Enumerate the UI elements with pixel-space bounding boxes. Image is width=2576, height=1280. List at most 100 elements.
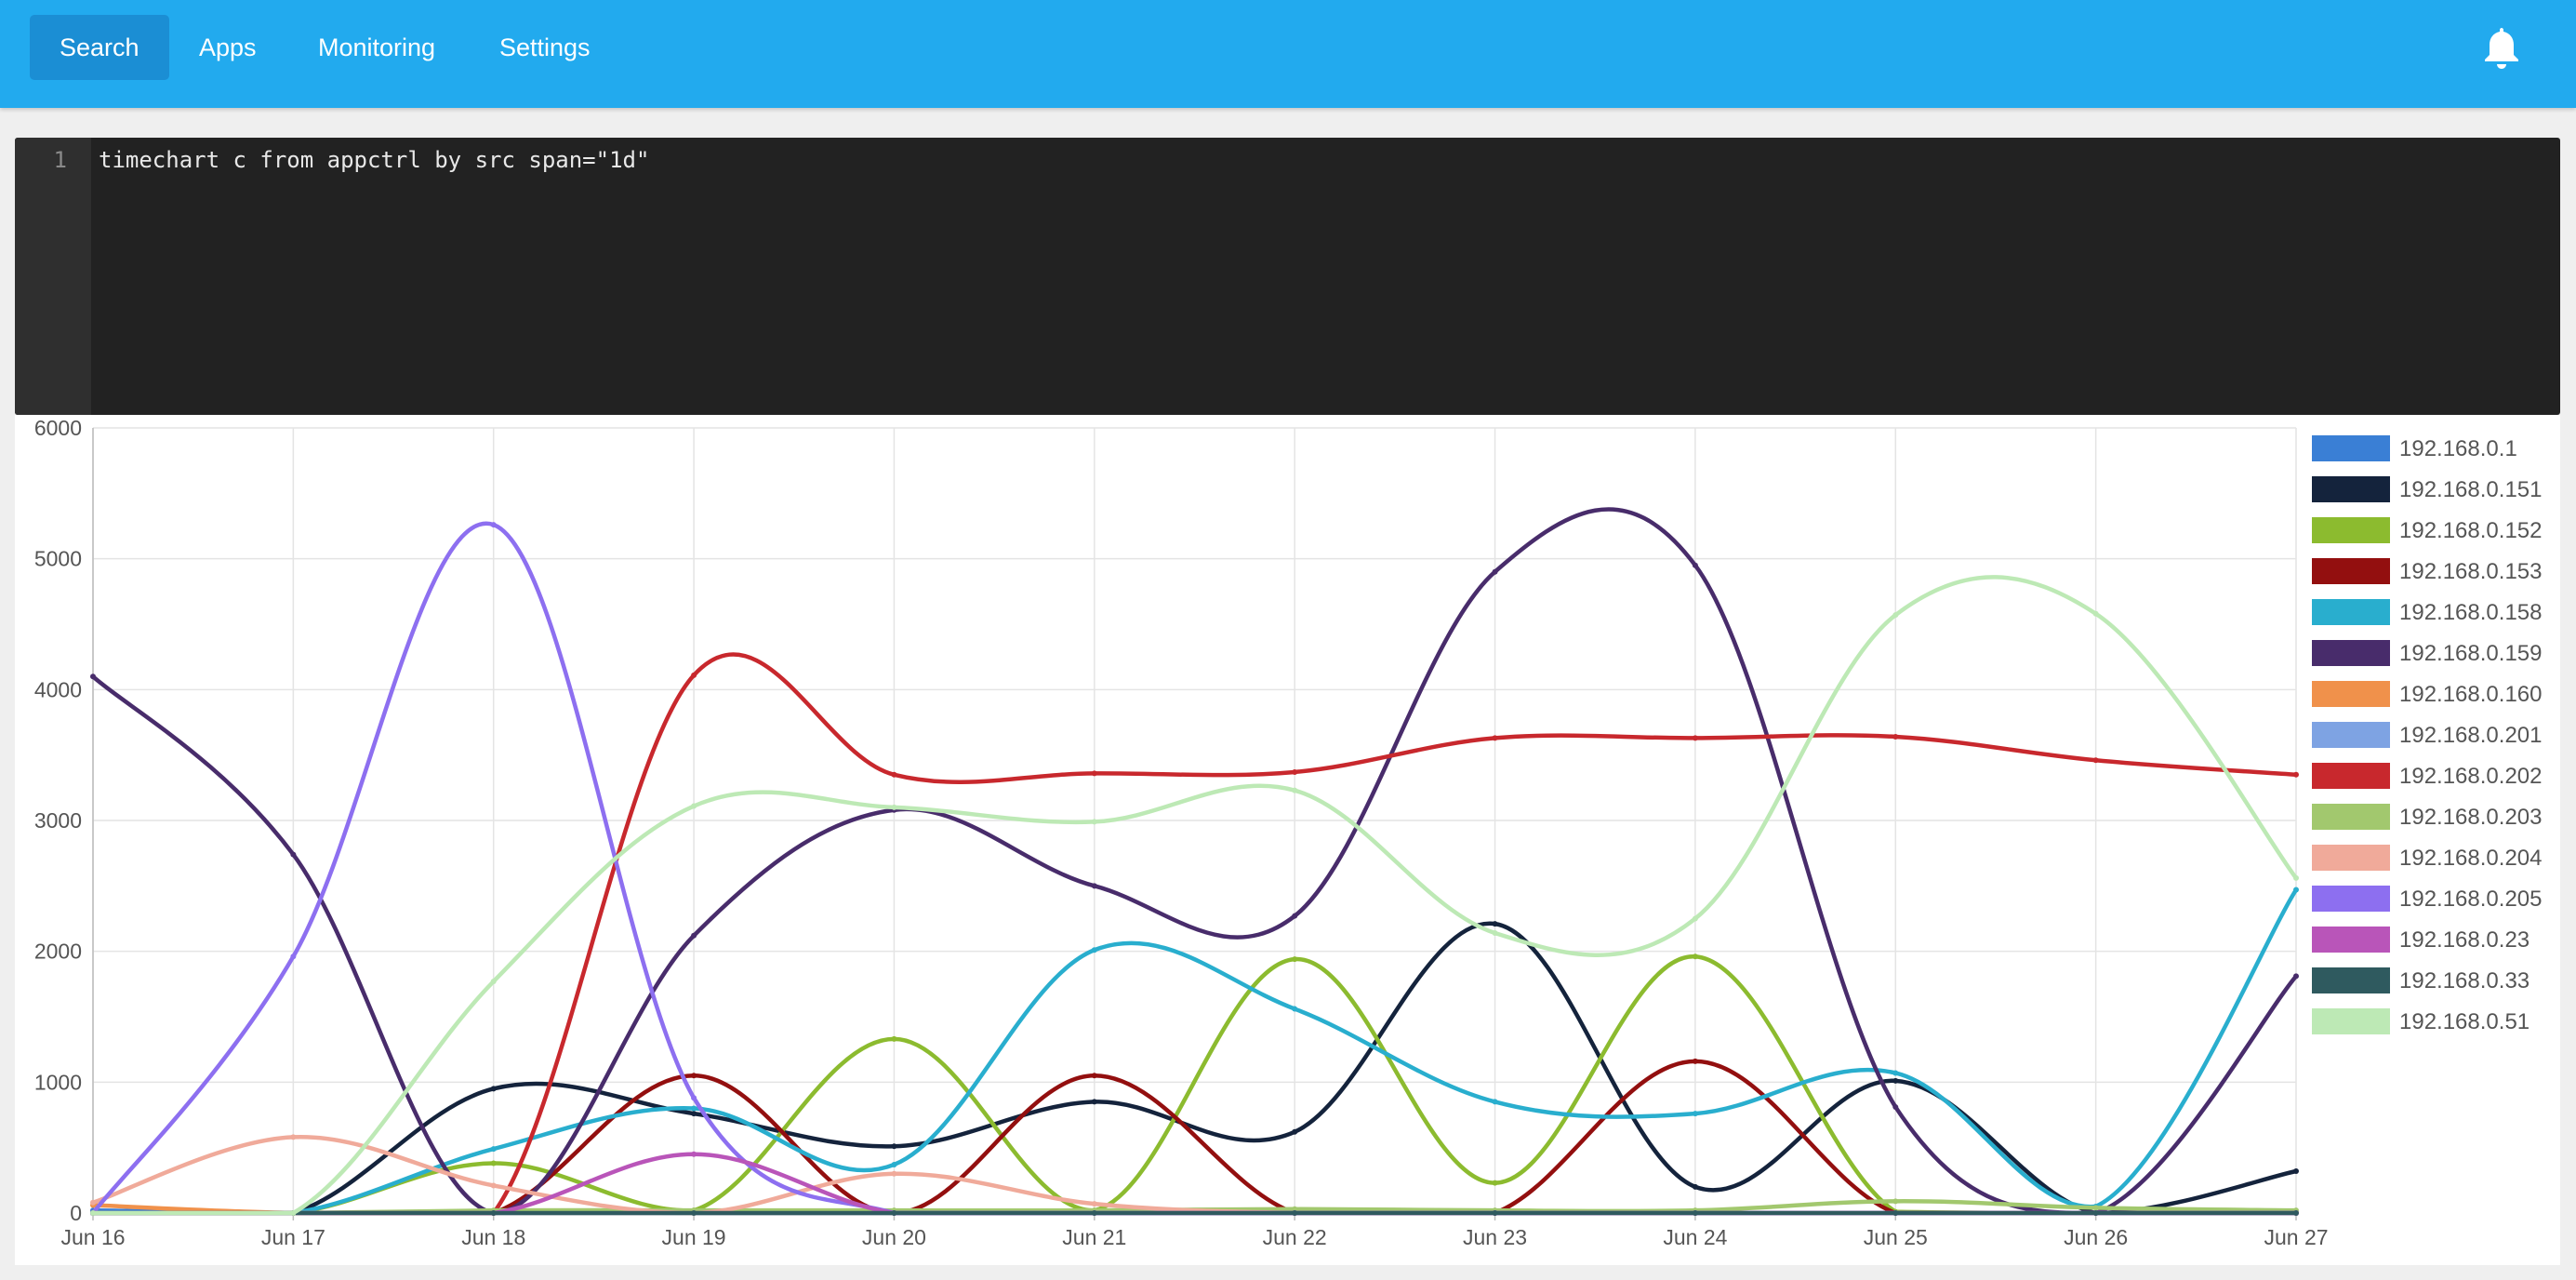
data-point-192-168-0-51: [90, 1210, 96, 1216]
data-point-192-168-0-159: [1692, 562, 1698, 568]
data-point-192-168-0-33: [891, 1210, 897, 1216]
data-point-192-168-0-151: [1091, 1099, 1097, 1105]
legend-label: 192.168.0.33: [2399, 968, 2530, 993]
data-point-192-168-0-202: [1292, 768, 1298, 775]
data-point-192-168-0-202: [891, 771, 897, 778]
data-point-192-168-0-51: [290, 1210, 297, 1216]
data-point-192-168-0-23: [691, 1151, 697, 1157]
data-point-192-168-0-51: [1091, 819, 1097, 825]
data-point-192-168-0-152: [1692, 953, 1698, 960]
data-point-192-168-0-202: [2293, 771, 2299, 778]
bell-icon[interactable]: [2481, 24, 2522, 71]
legend-label: 192.168.0.158: [2399, 600, 2542, 625]
y-tick-label: 4000: [34, 677, 82, 701]
legend-label: 192.168.0.204: [2399, 846, 2542, 871]
data-point-192-168-0-33: [1292, 1210, 1298, 1216]
nav-search[interactable]: Search: [30, 15, 169, 80]
y-tick-label: 2000: [34, 940, 82, 964]
series-line-192-168-0-205: [91, 521, 2296, 1216]
legend-label: 192.168.0.159: [2399, 641, 2542, 666]
x-tick-label: Jun 17: [261, 1225, 325, 1249]
data-point-192-168-0-152: [1492, 1180, 1498, 1186]
data-point-192-168-0-151: [1492, 921, 1498, 927]
data-point-192-168-0-204: [290, 1134, 297, 1140]
data-point-192-168-0-33: [490, 1210, 497, 1216]
y-tick-label: 1000: [34, 1070, 82, 1094]
legend-swatch-192-168-0-23: [2312, 927, 2390, 953]
legend-label: 192.168.0.151: [2399, 477, 2542, 502]
x-tick-label: Jun 21: [1062, 1225, 1126, 1249]
data-point-192-168-0-151: [1292, 1128, 1298, 1135]
legend-label: 192.168.0.201: [2399, 723, 2542, 748]
data-point-192-168-0-202: [1892, 733, 1899, 740]
legend-label: 192.168.0.205: [2399, 887, 2542, 912]
data-point-192-168-0-204: [1091, 1201, 1097, 1207]
x-tick-label: Jun 19: [662, 1225, 726, 1249]
data-point-192-168-0-151: [891, 1143, 897, 1150]
data-point-192-168-0-205: [290, 953, 297, 960]
query-editor[interactable]: 1 timechart c from appctrl by src span="…: [15, 138, 2560, 415]
data-point-192-168-0-158: [1892, 1070, 1899, 1076]
data-point-192-168-0-158: [1692, 1111, 1698, 1117]
data-point-192-168-0-153: [1091, 1073, 1097, 1079]
data-point-192-168-0-51: [490, 979, 497, 985]
nav-apps[interactable]: Apps: [199, 33, 257, 61]
data-point-192-168-0-159: [1292, 913, 1298, 919]
data-point-192-168-0-159: [290, 851, 297, 858]
chart-grid: [92, 427, 2297, 1214]
data-point-192-168-0-159: [691, 932, 697, 939]
x-tick-label: Jun 22: [1263, 1225, 1327, 1249]
legend-swatch-192-168-0-160: [2312, 681, 2390, 707]
timechart: 0 1000 2000 3000 4000 5000 6000 Jun 16 Jun 17 Jun…: [34, 416, 2543, 1249]
x-tick-label: Jun 27: [2264, 1225, 2328, 1249]
legend-swatch-192-168-0-159: [2312, 640, 2390, 666]
x-tick-label: Jun 16: [60, 1225, 125, 1249]
legend-swatch-192-168-0-1: [2312, 435, 2390, 461]
x-tick-label: Jun 20: [862, 1225, 926, 1249]
data-point-192-168-0-51: [891, 804, 897, 810]
data-point-192-168-0-151: [1892, 1077, 1899, 1084]
nav-monitoring[interactable]: Monitoring: [318, 33, 436, 61]
legend-label: 192.168.0.203: [2399, 805, 2542, 830]
data-point-192-168-0-51: [1892, 612, 1899, 619]
data-point-192-168-0-33: [691, 1210, 697, 1216]
line-number: 1: [53, 147, 67, 173]
legend-label: 192.168.0.160: [2399, 682, 2542, 707]
data-point-192-168-0-158: [490, 1146, 497, 1153]
data-point-192-168-0-158: [1091, 947, 1097, 953]
data-point-192-168-0-203: [1292, 1206, 1298, 1212]
query-text[interactable]: timechart c from appctrl by src span="1d…: [99, 147, 650, 173]
data-point-192-168-0-205: [490, 522, 497, 528]
data-point-192-168-0-51: [691, 803, 697, 809]
data-point-192-168-0-159: [1492, 568, 1498, 575]
data-point-192-168-0-203: [2092, 1205, 2099, 1211]
data-point-192-168-0-204: [490, 1182, 497, 1189]
data-point-192-168-0-202: [1692, 735, 1698, 741]
legend-swatch-192-168-0-51: [2312, 1008, 2390, 1034]
series-line-192-168-0-51: [92, 575, 2298, 1216]
y-tick-label: 0: [70, 1201, 82, 1225]
data-point-192-168-0-151: [691, 1111, 697, 1117]
x-tick-label: Jun 26: [2064, 1225, 2128, 1249]
data-point-192-168-0-33: [1091, 1210, 1097, 1216]
chart-panel: 0 1000 2000 3000 4000 5000 6000 Jun 16 Jun 17 Jun…: [15, 415, 2560, 1265]
data-point-192-168-0-159: [90, 673, 96, 680]
data-point-192-168-0-202: [1091, 770, 1097, 777]
legend-label: 192.168.0.153: [2399, 559, 2542, 584]
legend-swatch-192-168-0-151: [2312, 476, 2390, 502]
legend-swatch-192-168-0-204: [2312, 845, 2390, 871]
data-point-192-168-0-158: [1292, 1006, 1298, 1012]
legend-swatch-192-168-0-202: [2312, 763, 2390, 789]
series-line-192-168-0-152: [92, 954, 2296, 1216]
legend-label: 192.168.0.202: [2399, 764, 2542, 789]
data-point-192-168-0-158: [1492, 1099, 1498, 1105]
top-navigation-bar: Search Apps Monitoring Settings: [0, 0, 2576, 108]
y-tick-label: 3000: [34, 808, 82, 833]
data-point-192-168-0-159: [2293, 973, 2299, 980]
data-point-192-168-0-51: [1692, 915, 1698, 922]
data-point-192-168-0-152: [891, 1035, 897, 1042]
data-point-192-168-0-158: [691, 1105, 697, 1112]
x-tick-label: Jun 24: [1663, 1225, 1727, 1249]
nav-settings[interactable]: Settings: [499, 33, 591, 61]
editor-gutter: 1: [15, 138, 91, 415]
